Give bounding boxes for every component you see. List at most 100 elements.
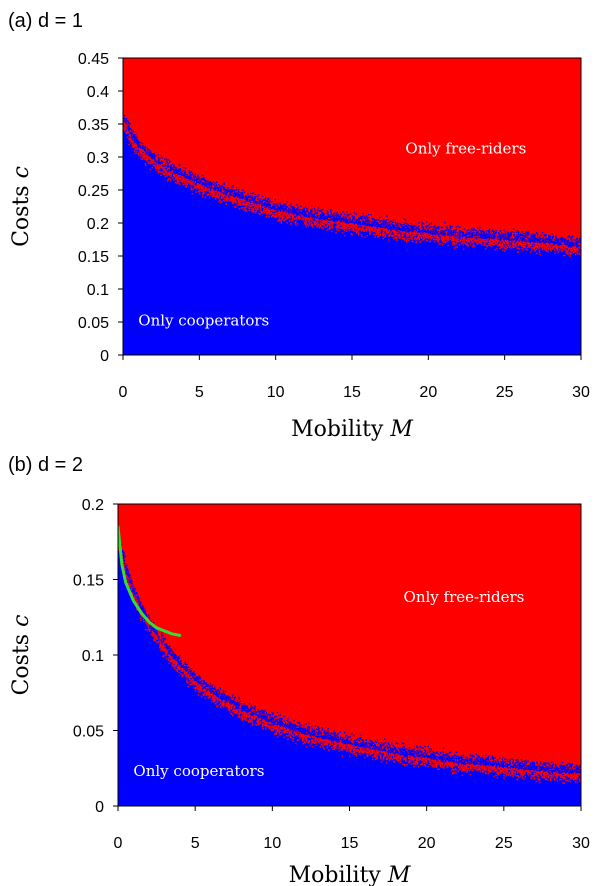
- noise-speck: [156, 162, 158, 164]
- noise-speck: [384, 235, 387, 237]
- noise-speck: [474, 235, 476, 237]
- noise-speck: [257, 208, 259, 211]
- noise-speck: [506, 242, 509, 245]
- noise-speck: [563, 247, 565, 249]
- noise-speck: [146, 148, 149, 150]
- noise-speck: [526, 249, 528, 251]
- noise-speck: [402, 229, 404, 231]
- noise-speck: [367, 219, 369, 221]
- noise-speck: [535, 242, 537, 245]
- noise-speck: [401, 230, 403, 232]
- noise-speck: [448, 228, 451, 231]
- noise-speck: [138, 147, 141, 150]
- noise-speck: [386, 227, 389, 229]
- noise-speck: [190, 178, 193, 180]
- noise-speck: [297, 213, 299, 215]
- noise-speck: [532, 233, 534, 236]
- noise-speck: [467, 245, 470, 247]
- noise-speck: [296, 214, 298, 216]
- noise-speck: [480, 231, 482, 233]
- noise-speck: [285, 205, 288, 208]
- noise-speck: [234, 196, 236, 198]
- noise-speck: [406, 238, 408, 240]
- noise-speck: [177, 182, 179, 184]
- noise-speck: [144, 152, 146, 154]
- noise-speck: [310, 209, 312, 211]
- noise-speck: [400, 225, 403, 227]
- noise-speck: [288, 216, 290, 219]
- noise-speck: [267, 201, 269, 203]
- noise-speck: [267, 212, 269, 214]
- noise-speck: [137, 144, 139, 146]
- noise-speck: [395, 234, 397, 236]
- noise-speck: [288, 211, 290, 214]
- noise-speck: [216, 189, 219, 191]
- noise-speck: [380, 220, 382, 222]
- noise-speck: [317, 207, 320, 209]
- noise-speck: [335, 216, 337, 218]
- noise-speck: [415, 228, 417, 231]
- noise-speck: [362, 228, 364, 230]
- noise-speck: [127, 125, 129, 127]
- noise-speck: [154, 159, 156, 161]
- noise-speck: [374, 229, 376, 232]
- noise-speck: [231, 188, 233, 191]
- noise-speck: [388, 227, 390, 230]
- noise-speck: [535, 246, 538, 248]
- noise-speck: [409, 224, 411, 227]
- noise-speck: [407, 228, 410, 230]
- noise-speck: [253, 207, 256, 209]
- noise-speck: [159, 163, 161, 166]
- noise-speck: [167, 166, 169, 168]
- noise-speck: [425, 227, 428, 229]
- noise-speck: [564, 244, 566, 247]
- noise-speck: [468, 236, 470, 238]
- noise-speck: [282, 210, 285, 213]
- noise-speck: [134, 136, 136, 138]
- noise-speck: [547, 243, 550, 245]
- noise-speck: [565, 245, 567, 247]
- noise-speck: [495, 230, 497, 232]
- noise-speck: [317, 215, 320, 217]
- noise-speck: [366, 225, 369, 227]
- noise-speck: [444, 230, 446, 233]
- noise-speck: [457, 234, 459, 236]
- noise-speck: [341, 232, 344, 234]
- noise-speck: [398, 229, 400, 232]
- noise-speck: [401, 233, 403, 235]
- noise-speck: [270, 213, 273, 215]
- noise-speck: [351, 218, 354, 221]
- noise-speck: [222, 199, 225, 202]
- noise-speck: [176, 177, 178, 179]
- noise-speck: [573, 239, 575, 241]
- noise-speck: [450, 230, 452, 232]
- noise-speck: [466, 238, 469, 240]
- noise-speck: [152, 165, 154, 167]
- noise-speck: [315, 212, 317, 215]
- noise-speck: [140, 151, 142, 153]
- noise-speck: [209, 181, 212, 183]
- noise-speck: [477, 234, 479, 237]
- noise-speck: [214, 188, 217, 191]
- noise-speck: [385, 219, 388, 222]
- noise-speck: [367, 214, 370, 216]
- noise-speck: [255, 212, 257, 214]
- noise-speck: [425, 225, 427, 227]
- noise-speck: [221, 186, 223, 188]
- noise-speck: [213, 185, 216, 187]
- noise-speck: [574, 251, 576, 253]
- noise-speck: [439, 234, 441, 236]
- noise-speck: [294, 209, 296, 212]
- noise-speck: [421, 226, 423, 228]
- noise-speck: [317, 222, 319, 225]
- noise-speck: [431, 232, 433, 234]
- noise-speck: [189, 175, 191, 178]
- noise-speck: [365, 220, 368, 222]
- noise-speck: [448, 231, 450, 233]
- noise-speck: [478, 233, 480, 235]
- noise-speck: [403, 230, 405, 232]
- noise-speck: [174, 181, 177, 183]
- noise-speck: [359, 226, 361, 228]
- noise-speck: [465, 232, 468, 234]
- noise-speck: [177, 168, 179, 171]
